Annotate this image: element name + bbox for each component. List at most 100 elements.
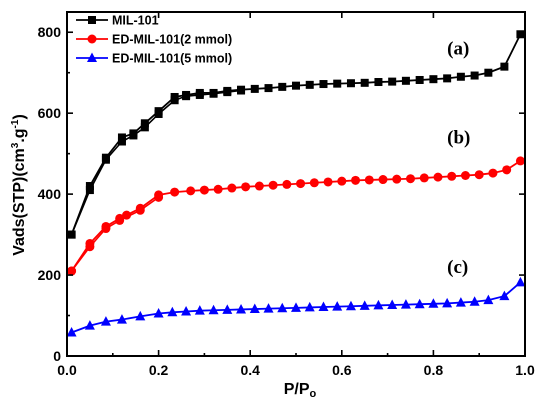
legend-label: MIL-101 [112,14,159,28]
y-tick-label: 200 [38,267,62,283]
annotations: (a) (b) (c) [447,38,470,278]
y-axis-title-mid: .g [11,128,28,142]
data-point [388,77,397,86]
data-point [516,30,525,39]
data-point [373,299,384,310]
data-point [236,303,247,314]
data-point [387,299,398,310]
data-point [194,305,205,315]
x-tick-label: 0.6 [332,362,352,378]
data-point [360,78,369,87]
data-point [85,238,95,248]
data-point [488,168,498,178]
data-point [277,302,288,313]
data-point [455,297,466,307]
data-point [116,314,127,324]
data-point [309,178,319,188]
data-point [414,298,425,309]
data-point [268,180,278,190]
data-point [170,92,179,101]
data-point [502,165,512,175]
data-point [249,303,260,314]
data-point [442,297,453,308]
data-point [443,74,452,83]
x-axis-title-main: P/P [284,381,310,398]
data-point [359,300,370,310]
x-tick-label: 0.8 [424,362,444,378]
legend: MIL-101 ED-MIL-101(2 mmol) ED-MIL-101(5 mm… [76,14,232,66]
data-point [515,276,526,287]
y-tick-label: 800 [38,24,62,40]
series-3 [66,276,526,337]
legend-marker [87,34,97,44]
data-point [222,304,233,314]
axes: 0.0 0.2 0.4 0.6 0.8 1.0 0 200 400 600 800 [38,11,535,378]
data-point [208,304,219,315]
curve-annotation: (b) [447,128,470,149]
data-point-desorption [140,123,149,132]
data-point [135,203,145,213]
data-point [227,183,237,193]
data-point [374,78,383,87]
data-point [400,299,411,309]
data-point [296,179,306,189]
y-tick-label: 400 [38,186,62,202]
legend-marker [88,16,96,24]
y-axis-title: Vads(STP)(cm3.g-1) [10,114,28,256]
data-point [346,79,355,88]
data-point [153,308,164,318]
x-tick-label: 0.0 [57,362,77,378]
data-point [154,107,163,116]
data-point [140,119,149,128]
data-point [213,184,223,194]
data-point [318,301,329,312]
data-point [456,72,465,81]
data-point [117,133,126,142]
data-point [470,71,479,80]
data-point [337,176,347,186]
data-point-desorption [117,137,126,146]
data-point [67,230,76,239]
x-tick-label: 1.0 [515,362,535,378]
data-point [254,181,264,191]
data-point [333,79,342,88]
data-point [428,298,439,308]
data-point [101,153,110,162]
curve-annotation: (a) [447,38,469,59]
axis-titles: P/Po Vads(STP)(cm3.g-1) [10,114,317,400]
data-point [195,88,204,97]
series-2 [67,156,525,276]
data-point [154,190,164,200]
data-point [364,175,374,185]
data-point [209,88,218,97]
legend-label: ED-MIL-101(2 mmol) [112,33,232,47]
data-point [170,187,180,197]
data-point [115,213,125,223]
y-axis-title-sup1: 3 [10,142,21,148]
data-point [323,177,333,187]
data-point [484,68,493,77]
data-point [100,316,111,326]
data-point [515,156,525,166]
x-axis-title: P/Po [284,381,317,400]
data-point [292,81,300,90]
legend-label: ED-MIL-101(5 mmol) [112,52,232,66]
data-point [319,80,328,89]
data-point [67,266,77,276]
data-point [85,182,94,191]
data-point [84,320,95,330]
data-point [499,290,510,301]
data-point [250,84,259,93]
curve-annotation: (c) [447,257,468,278]
data-point [378,175,388,185]
data-point [469,296,480,306]
data-point [447,171,457,181]
legend-marker [87,52,97,62]
y-tick-label: 600 [38,105,62,121]
data-point [263,303,274,313]
data-point [122,210,132,220]
x-tick-label: 0.2 [149,362,169,378]
y-axis-title-main: Vads(STP)(cm [11,148,28,256]
